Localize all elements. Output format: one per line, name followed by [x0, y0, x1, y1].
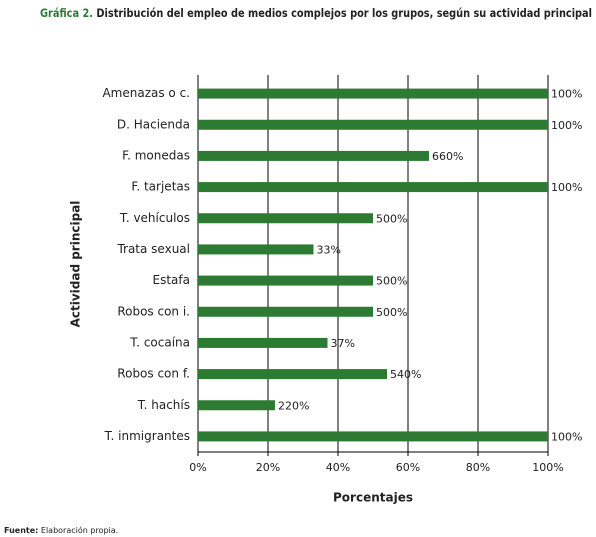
x-tick-label: 60% [396, 461, 420, 474]
y-tick-label: T. inmigrantes [104, 429, 190, 443]
value-label: 500% [376, 275, 407, 288]
bar [198, 119, 548, 130]
bar [198, 213, 373, 224]
value-label: 33% [317, 243, 341, 256]
y-tick-label: T. hachís [137, 398, 190, 412]
value-label: 100% [551, 88, 582, 101]
source-text: Elaboración propia. [41, 525, 118, 535]
y-tick-label: Trata sexual [116, 242, 190, 256]
chart-title-line: Gráfica 2. Distribución del empleo de me… [40, 6, 592, 20]
y-tick-label: T. cocaína [129, 335, 190, 349]
y-tick-label: D. Hacienda [117, 117, 190, 131]
figure-label: Gráfica 2. [40, 6, 93, 20]
y-tick-label: F. tarjetas [131, 180, 190, 194]
bar [198, 244, 314, 255]
y-tick-label: T. vehículos [119, 211, 190, 225]
y-tick-label: Amenazas o c. [102, 86, 190, 100]
value-label: 37% [331, 337, 355, 350]
value-label: 500% [376, 306, 407, 319]
x-tick-label: 20% [256, 461, 280, 474]
value-label: 100% [551, 430, 582, 443]
y-tick-label: Estafa [153, 273, 190, 287]
y-tick-label: F. monedas [122, 148, 190, 162]
value-label: 220% [278, 399, 309, 412]
y-tick-label: Robos con i. [117, 304, 190, 318]
source-label: Fuente: [4, 526, 38, 535]
x-tick-label: 80% [466, 461, 490, 474]
x-tick-label: 0% [189, 461, 206, 474]
bar [198, 182, 548, 193]
bar [198, 275, 373, 286]
value-label: 100% [551, 181, 582, 194]
y-tick-label: Robos con f. [117, 367, 190, 381]
bar [198, 150, 429, 161]
value-label: 660% [432, 150, 463, 163]
y-axis-title: Actividad principal [69, 201, 83, 328]
chart-title: Distribución del empleo de medios comple… [96, 6, 592, 20]
bar [198, 88, 548, 99]
x-tick-label: 40% [326, 461, 350, 474]
bar [198, 369, 387, 380]
bar [198, 306, 373, 317]
bar [198, 400, 275, 411]
value-label: 100% [551, 119, 582, 132]
value-label: 500% [376, 212, 407, 225]
bar [198, 337, 328, 348]
x-tick-label: 100% [532, 461, 563, 474]
value-label: 540% [390, 368, 421, 381]
x-axis-title: Porcentajes [333, 491, 413, 505]
bar [198, 431, 548, 442]
source-note: Fuente: Elaboración propia. [4, 525, 118, 535]
